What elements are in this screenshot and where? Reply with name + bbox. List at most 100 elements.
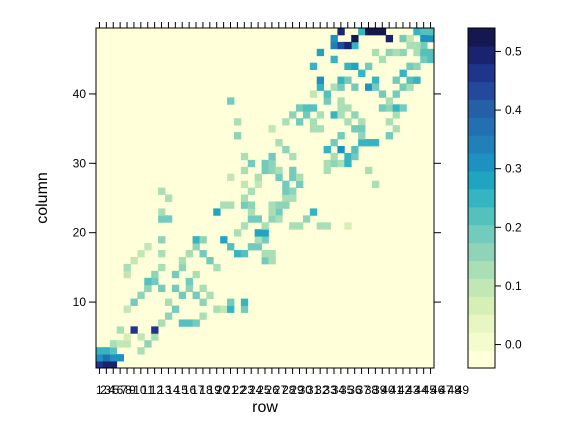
x-tick-label: 19 bbox=[208, 383, 222, 397]
heatmap-cell bbox=[323, 222, 331, 230]
heatmap-cell bbox=[213, 208, 221, 216]
heatmap-cell bbox=[240, 152, 249, 161]
heatmap-cell bbox=[137, 333, 145, 341]
heatmap-cell bbox=[365, 28, 373, 36]
heatmap-cell bbox=[344, 152, 352, 161]
y-axis-title: column bbox=[34, 172, 51, 224]
heatmap-cell bbox=[296, 180, 304, 188]
heatmap-cell bbox=[227, 305, 235, 313]
colorbar-swatch bbox=[468, 314, 495, 333]
heatmap-cell bbox=[358, 132, 366, 140]
heatmap-cell bbox=[268, 208, 276, 216]
heatmap-cell bbox=[116, 340, 124, 348]
x-tick-label: 11 bbox=[141, 383, 154, 397]
heatmap-cell bbox=[427, 28, 435, 36]
heatmap-cell bbox=[192, 291, 200, 300]
heatmap-cell bbox=[185, 250, 193, 258]
x-tick-label: 26 bbox=[266, 383, 280, 397]
heatmap-cell bbox=[158, 319, 166, 327]
heatmap-cell bbox=[385, 34, 394, 43]
heatmap-cell bbox=[392, 104, 400, 112]
heatmap-cell bbox=[309, 208, 318, 216]
colorbar-tick-label: 0.1 bbox=[505, 279, 522, 293]
heatmap-cell bbox=[427, 55, 435, 64]
colorbar-swatch bbox=[468, 224, 495, 244]
heatmap-cell bbox=[420, 28, 428, 36]
heatmap-cell bbox=[316, 48, 325, 57]
heatmap-cell bbox=[144, 243, 152, 251]
heatmap-cell bbox=[309, 62, 318, 71]
y-tick-label: 20 bbox=[73, 226, 87, 240]
heatmap-cell bbox=[399, 69, 407, 77]
heatmap-cell bbox=[247, 208, 256, 216]
colorbar-tick-label: 0.5 bbox=[505, 44, 522, 58]
x-tick-label: 10 bbox=[133, 383, 147, 397]
x-tick-label: 9 bbox=[129, 383, 136, 397]
heatmap-cell bbox=[171, 270, 180, 279]
heatmap-cell bbox=[351, 125, 359, 133]
heatmap-cell bbox=[316, 76, 325, 84]
heatmap-cell bbox=[158, 250, 166, 258]
x-tick-label: 48 bbox=[447, 383, 461, 397]
heatmap-cell bbox=[365, 62, 373, 71]
heatmap-cell bbox=[351, 34, 359, 43]
heatmap-cell bbox=[261, 250, 269, 258]
heatmap-cell bbox=[296, 118, 304, 126]
heatmap-cell bbox=[344, 104, 352, 112]
x-tick-label: 45 bbox=[423, 383, 437, 397]
x-tick-label: 22 bbox=[232, 383, 246, 397]
colorbar-swatch bbox=[468, 189, 495, 208]
heatmap-cell bbox=[282, 180, 290, 188]
heatmap-cell bbox=[275, 208, 283, 216]
heatmap-cell bbox=[282, 187, 290, 195]
heatmap-cell bbox=[206, 291, 214, 300]
heatmap-cell bbox=[378, 55, 387, 64]
colorbar-swatch bbox=[468, 242, 495, 262]
heatmap-cell bbox=[185, 284, 193, 293]
heatmap-cell bbox=[158, 215, 166, 223]
heatmap-cell bbox=[227, 173, 235, 182]
x-tick-label: 23 bbox=[241, 383, 255, 397]
heatmap-cell bbox=[192, 243, 200, 251]
heatmap-cell bbox=[337, 83, 345, 91]
heatmap-cell bbox=[192, 270, 200, 279]
heatmap-cell bbox=[358, 139, 366, 147]
x-tick-label: 38 bbox=[365, 383, 379, 397]
heatmap-cell bbox=[247, 243, 256, 251]
heatmap-cell bbox=[240, 298, 249, 306]
x-tick-label: 13 bbox=[158, 383, 172, 397]
heatmap-cell bbox=[151, 333, 159, 341]
x-tick-label: 31 bbox=[307, 383, 321, 397]
heatmap-cell bbox=[282, 201, 290, 209]
x-tick-label: 3 bbox=[104, 383, 111, 397]
heatmap-cell bbox=[261, 222, 269, 230]
heatmap-cell bbox=[254, 236, 262, 244]
plot-area bbox=[96, 28, 434, 368]
heatmap-cell bbox=[130, 326, 138, 334]
x-tick-label: 6 bbox=[117, 383, 124, 397]
heatmap-cell bbox=[406, 41, 414, 50]
heatmap-cell bbox=[275, 201, 283, 209]
heatmap-cell bbox=[233, 132, 242, 140]
heatmap-cell bbox=[240, 201, 249, 209]
heatmap-cell bbox=[254, 215, 262, 223]
heatmap-cell bbox=[199, 236, 207, 244]
heatmap-cell bbox=[309, 90, 318, 98]
heatmap-cell bbox=[351, 41, 359, 50]
heatmap-cell bbox=[302, 215, 311, 223]
heatmap-cell bbox=[344, 222, 352, 230]
colorbar-swatch bbox=[468, 117, 495, 136]
heatmap-cell bbox=[123, 263, 131, 272]
heatmap-cell bbox=[337, 159, 345, 168]
heatmap-cell bbox=[151, 326, 159, 334]
x-tick-label: 4 bbox=[108, 383, 115, 397]
heatmap-cell bbox=[220, 201, 228, 209]
heatmap-cell bbox=[289, 111, 297, 119]
x-tick-label: 41 bbox=[390, 383, 404, 397]
heatmap-cell bbox=[323, 97, 331, 105]
heatmap-cell bbox=[323, 159, 331, 168]
heatmap-cell bbox=[302, 104, 311, 112]
heatmap-cell bbox=[192, 236, 200, 244]
x-tick-label: 44 bbox=[414, 383, 428, 397]
heatmap-cell bbox=[123, 333, 131, 341]
